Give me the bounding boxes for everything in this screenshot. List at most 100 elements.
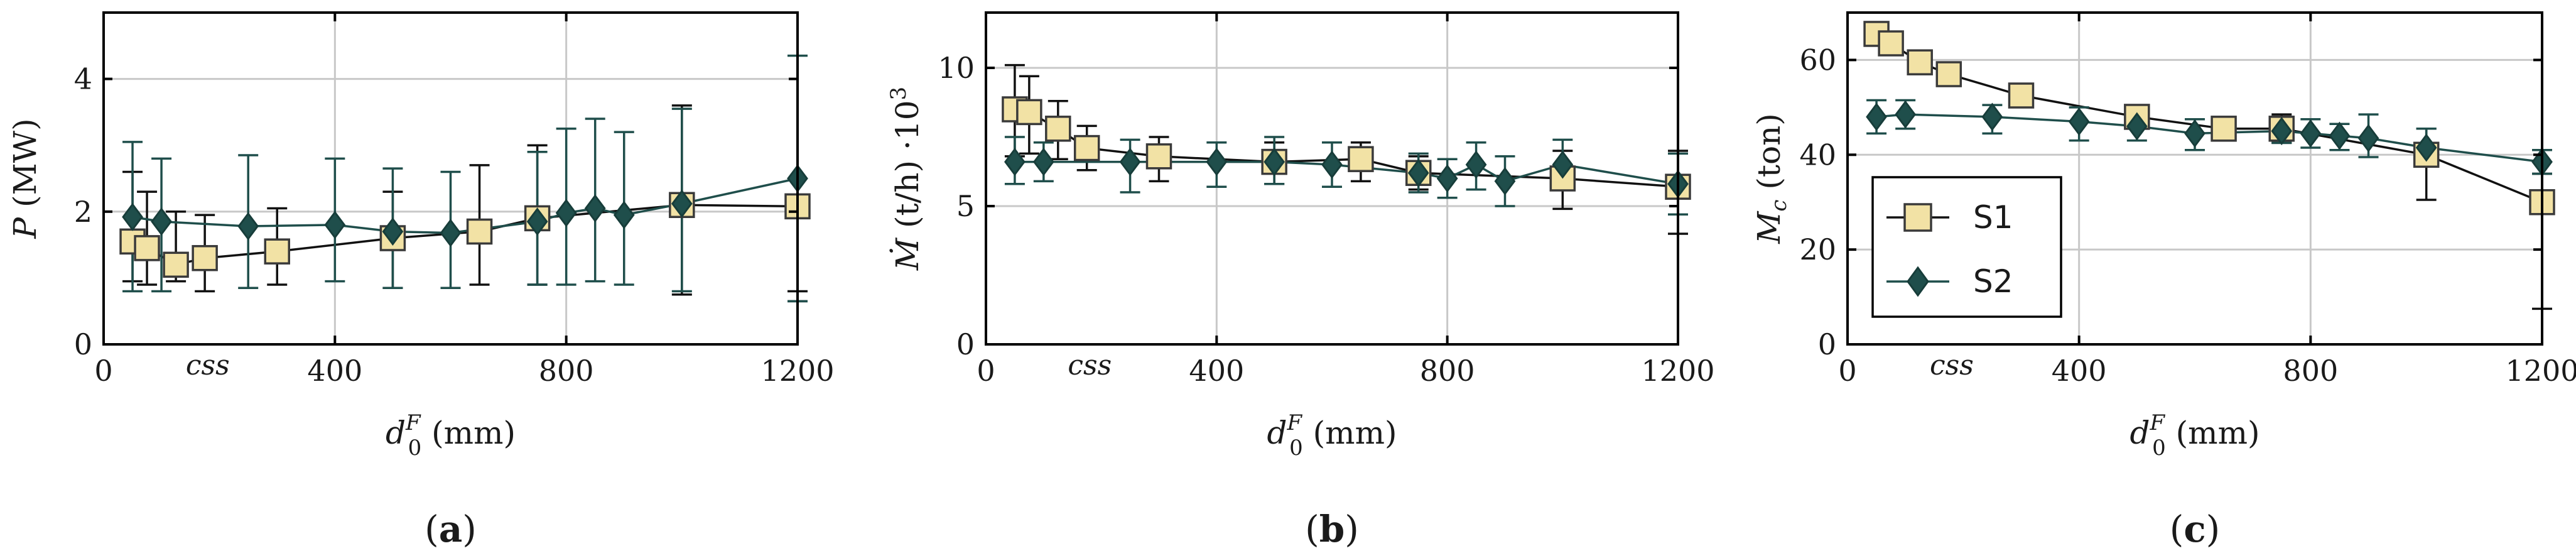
x-tick-label: 1200 (760, 354, 834, 388)
css-annotation: css (186, 349, 230, 381)
data-point-s2 (1866, 102, 1887, 131)
data-point-s2 (2357, 124, 2379, 153)
data-point-s2 (1981, 102, 2003, 131)
css-annotation: css (1068, 349, 1112, 381)
css-annotation: css (1930, 349, 1974, 381)
y-tick-label: 0 (1818, 327, 1836, 361)
x-axis-label: dF 0 (mm) (2130, 410, 2260, 461)
plot-frame (985, 11, 1679, 346)
plot-frame (1846, 11, 2543, 346)
chart-panel-a: 0 400 800 1200 0 2 4 css dF 0 (mm) P (MW) (a) (7, 11, 835, 550)
data-point-s2 (2329, 121, 2351, 150)
data-point-s1 (1878, 30, 1904, 57)
data-point-s1 (163, 251, 189, 278)
data-point-s2 (1436, 164, 1458, 193)
x-tick-label: 800 (539, 354, 594, 388)
data-point-s1 (2211, 116, 2237, 142)
data-point-s2 (613, 200, 635, 229)
data-point-s1 (1045, 116, 1071, 142)
data-point-s2 (237, 212, 259, 241)
data-point-s2 (1321, 150, 1343, 179)
y-tick-label: 2 (74, 195, 92, 229)
data-point-s1 (1348, 146, 1374, 172)
data-point-s2 (555, 199, 577, 227)
data-point-s2 (122, 202, 143, 231)
panel-label: (b) (1305, 508, 1359, 550)
legend: S1 S2 (1871, 176, 2062, 318)
data-point-s1 (1145, 143, 1172, 170)
x-axis-label: dF 0 (mm) (1267, 410, 1397, 461)
series-line-s2 (132, 177, 798, 234)
data-point-s2 (1206, 148, 1228, 177)
data-point-s1 (1907, 49, 1933, 75)
y-tick-label: 60 (1799, 43, 1836, 77)
y-tick-label: 0 (74, 327, 92, 361)
data-point-s2 (2126, 112, 2148, 141)
data-point-s1 (466, 218, 493, 245)
x-tick-label: 800 (1420, 354, 1475, 388)
chart-panel-c: 0 400 800 1200 0 20 40 60 css dF 0 (mm) Mc (ton) (c)… (1751, 11, 2576, 550)
legend-label-s2: S2 (1973, 263, 2013, 300)
plot-frame (102, 11, 799, 346)
data-point-s2 (382, 217, 404, 246)
x-tick-label: 1200 (2505, 354, 2576, 388)
x-axis-label: dF 0 (mm) (386, 410, 516, 461)
data-point-s2 (1494, 167, 1516, 195)
data-point-s2 (2300, 119, 2322, 148)
chart-panel-b: 0 400 800 1200 0 5 10 css dF 0 (mm) Ṁ (t/h) ·103 (b… (886, 11, 1715, 550)
data-point-s2 (1264, 148, 1285, 177)
data-point-s2 (1032, 148, 1054, 177)
x-tick-label: 800 (2283, 354, 2338, 388)
x-tick-label: 0 (1838, 354, 1856, 388)
data-point-s1 (1016, 99, 1042, 126)
y-tick-label: 0 (956, 327, 975, 361)
series-line-s2 (1014, 160, 1679, 185)
data-point-s1 (2008, 82, 2035, 109)
x-tick-label: 400 (307, 354, 362, 388)
data-point-s2 (1004, 148, 1026, 177)
y-tick-label: 5 (956, 189, 975, 223)
data-point-s2 (324, 211, 346, 239)
data-point-s2 (1552, 150, 1574, 179)
x-tick-label: 0 (977, 354, 995, 388)
data-point-s2 (526, 207, 548, 236)
data-point-s2 (1895, 100, 1917, 129)
x-tick-label: 0 (94, 354, 112, 388)
data-point-s1 (1935, 61, 1962, 87)
data-point-s2 (584, 194, 606, 223)
data-point-s2 (1407, 158, 1429, 187)
data-point-s2 (671, 189, 693, 218)
data-point-s1 (192, 244, 218, 271)
data-point-s1 (1073, 134, 1100, 161)
y-tick-label: 4 (74, 62, 92, 96)
y-axis-label: Ṁ (t/h) ·103 (886, 87, 926, 271)
y-axis-label: Mc (ton) (1751, 113, 1792, 244)
panel-label: (c) (2170, 508, 2221, 550)
data-point-s1 (264, 238, 290, 265)
y-axis-label: P (MW) (7, 118, 43, 239)
legend-box (1871, 176, 2062, 318)
data-point-s2 (1119, 148, 1141, 177)
data-point-s1 (134, 235, 160, 261)
data-point-s2 (151, 207, 172, 236)
x-tick-label: 400 (1189, 354, 1244, 388)
data-point-s2 (2415, 133, 2437, 162)
data-point-s2 (2068, 107, 2090, 136)
data-point-s2 (440, 219, 462, 248)
series-line-s1 (1876, 33, 2543, 204)
x-tick-label: 1200 (1641, 354, 1714, 388)
legend-marker-s1 (1903, 203, 1932, 232)
data-point-s2 (1465, 150, 1487, 179)
panel-label: (a) (425, 508, 477, 550)
y-tick-label: 40 (1799, 138, 1836, 172)
y-tick-label: 10 (938, 51, 975, 85)
y-tick-label: 20 (1799, 232, 1836, 266)
data-point-s2 (2184, 119, 2205, 148)
legend-label-s1: S1 (1973, 199, 2013, 236)
legend-marker-s2 (1907, 266, 1929, 297)
data-point-s2 (2271, 117, 2293, 146)
series-line-s2 (1876, 113, 2543, 163)
x-tick-label: 400 (2052, 354, 2107, 388)
